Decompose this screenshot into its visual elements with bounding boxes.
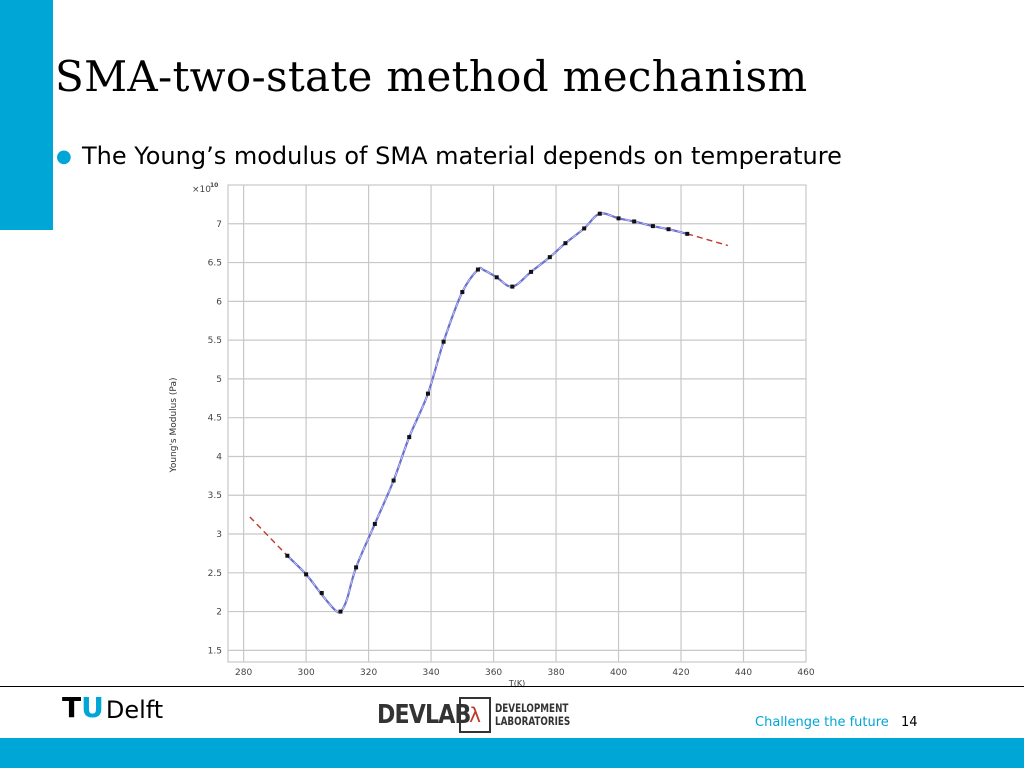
- bullet-item: ● The Young’s modulus of SMA material dep…: [56, 142, 842, 170]
- data-point-marker: [425, 391, 430, 396]
- data-point-marker: [582, 226, 587, 231]
- y-tick-label: 1.5: [208, 646, 222, 656]
- data-point-marker: [372, 521, 377, 526]
- youngs-modulus-chart: 280 300 320 340 360 380 400 420 440 460 1.5 2 2.5 3 3.…: [169, 182, 815, 688]
- data-point-marker: [510, 284, 515, 289]
- y-multiplier-label: ×10: [192, 185, 211, 195]
- devlab-word: DEVLAB: [377, 700, 471, 730]
- data-point-marker: [407, 435, 412, 440]
- x-tick-label: 440: [735, 668, 752, 678]
- y-tick-label: 5: [216, 375, 222, 385]
- y-tick-label: 4.5: [208, 414, 222, 424]
- data-point-marker: [616, 216, 621, 221]
- data-point-marker: [285, 553, 290, 558]
- footer-divider: [0, 686, 1024, 687]
- data-point-marker: [319, 590, 324, 595]
- extrapolation-line: [687, 233, 729, 247]
- data-point-marker: [685, 231, 690, 236]
- tudelft-logo: T U Delft: [62, 691, 164, 724]
- devlab-logo: DEVLAB λ DEVELOPMENT LABORATORIES: [377, 697, 584, 733]
- lambda-icon: λ: [459, 697, 491, 733]
- devlab-subtitle: DEVELOPMENT LABORATORIES: [495, 702, 570, 728]
- y-tick-label: 4: [216, 452, 222, 462]
- data-point-marker: [597, 211, 602, 216]
- y-tick-label: 2: [216, 608, 222, 618]
- extrapolation-line: [249, 516, 288, 557]
- data-point-marker: [354, 565, 359, 570]
- slide-title: SMA-two-state method mechanism: [55, 52, 808, 101]
- x-tick-label: 320: [360, 668, 377, 678]
- x-tick-label: 300: [298, 668, 315, 678]
- x-tick-label: 380: [547, 668, 564, 678]
- page-number: 14: [901, 715, 918, 730]
- accent-bar: [0, 0, 53, 230]
- x-tick-label: 360: [485, 668, 502, 678]
- y-tick-label: 3.5: [208, 491, 222, 501]
- data-point-marker: [650, 224, 655, 229]
- bullet-dot-icon: ●: [56, 146, 72, 167]
- y-axis-label: Young's Modulus (Pa): [169, 378, 179, 474]
- data-point-marker: [441, 339, 446, 344]
- plot-area: [227, 184, 807, 663]
- data-point-marker: [547, 255, 552, 260]
- data-point-marker: [632, 219, 637, 224]
- x-tick-label: 400: [610, 668, 627, 678]
- bullet-text: The Young’s modulus of SMA material depe…: [82, 142, 842, 170]
- data-point-marker: [338, 609, 343, 614]
- devlab-line1: DEVELOPMENT: [495, 701, 569, 715]
- x-axis-label: T(K): [508, 679, 525, 688]
- x-tick-label: 340: [422, 668, 439, 678]
- footer-tagline: Challenge the future: [755, 715, 889, 730]
- data-point-marker: [304, 572, 309, 577]
- data-point-marker: [391, 478, 396, 483]
- data-point-marker: [563, 241, 568, 246]
- logo-delft: Delft: [105, 696, 164, 724]
- y-tick-label: 3: [216, 530, 222, 540]
- logo-t: T: [62, 691, 82, 724]
- y-tick-label: 2.5: [208, 569, 222, 579]
- y-tick-label: 6: [216, 297, 222, 307]
- x-tick-label: 420: [672, 668, 689, 678]
- data-point-marker: [494, 275, 499, 280]
- footer-bar: [0, 738, 1024, 768]
- y-tick-label: 6.5: [208, 259, 222, 269]
- logo-u: U: [81, 691, 104, 724]
- y-tick-label: 5.5: [208, 336, 222, 346]
- y-tick-label: 7: [216, 220, 222, 230]
- data-point-marker: [475, 267, 480, 272]
- data-point-marker: [666, 227, 671, 232]
- x-tick-label: 460: [797, 668, 814, 678]
- devlab-line2: LABORATORIES: [495, 714, 571, 728]
- y-exponent-label: 10: [210, 182, 218, 189]
- data-point-marker: [529, 269, 534, 274]
- x-tick-label: 280: [235, 668, 252, 678]
- data-point-marker: [460, 290, 465, 295]
